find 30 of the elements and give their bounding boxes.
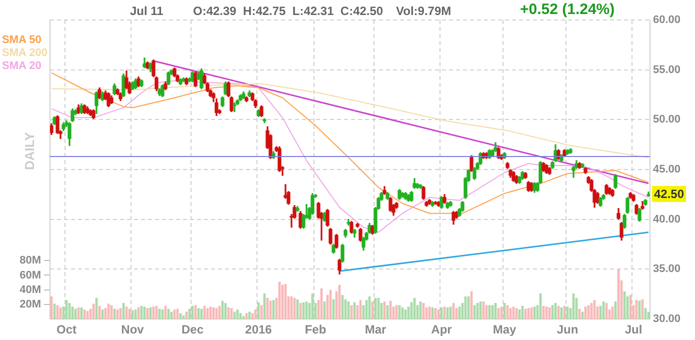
text: Vol:9.79M (396, 4, 452, 18)
x-tick-label: Feb (304, 322, 326, 337)
y-tick-label: 30.00 (653, 313, 681, 326)
y2-tick-label: 60M (20, 269, 41, 282)
text: O:42.39 H:42.75 L:42.31 C:42.50 (193, 4, 384, 18)
y-tick-label: 35.00 (653, 263, 681, 276)
x-tick-label: Dec (181, 322, 204, 337)
y-tick-label: 45.00 (653, 164, 681, 176)
y-tick-label: 60.00 (653, 14, 681, 26)
y-tick-label: 40.00 (653, 213, 681, 226)
y-tick-label: 50.00 (653, 114, 681, 126)
x-tick-label: Mar (364, 322, 386, 337)
text: SMA 20 (2, 60, 42, 73)
x-tick-label: Jul (624, 322, 642, 337)
y-tick-label: 55.00 (653, 64, 681, 76)
text: SMA 200 (2, 47, 48, 60)
x-tick-label: Apr (431, 322, 452, 337)
y2-tick-label: 80M (20, 254, 41, 267)
text: SMA 50 (2, 34, 42, 47)
x-tick-label: Oct (56, 322, 77, 337)
text: +0.52 (1.24%) (520, 1, 615, 18)
y2-tick-label: 40M (20, 284, 41, 296)
x-tick-label: 2016 (245, 322, 272, 337)
x-tick-label: Nov (121, 322, 144, 337)
annotation: 42.50 (652, 186, 686, 202)
y2-tick-label: 20M (20, 298, 41, 310)
x-tick-label: Jun (556, 322, 578, 337)
text: Jul 11 (130, 4, 164, 18)
candlestick (232, 102, 236, 112)
x-tick-label: May (492, 322, 516, 337)
